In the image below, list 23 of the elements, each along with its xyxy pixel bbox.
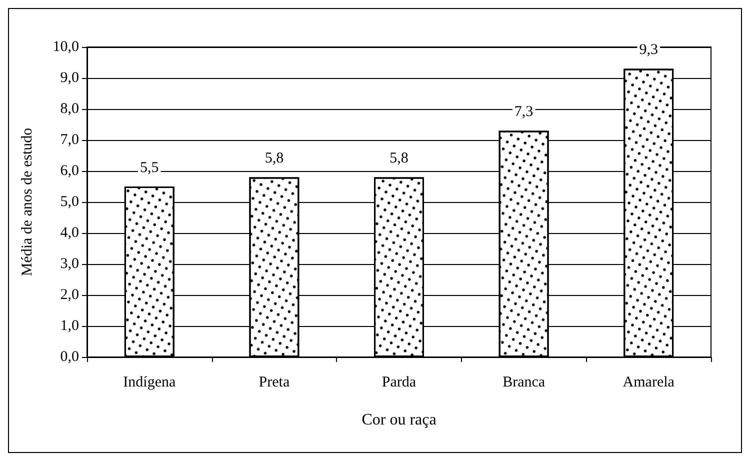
y-tick-label: 7,0 (60, 132, 79, 148)
x-tick-label: Amarela (622, 374, 675, 390)
y-tick-label: 4,0 (60, 225, 79, 241)
y-tick-label: 0,0 (60, 349, 79, 365)
x-tick-label: Branca (502, 374, 546, 390)
x-tick-label: Indígena (123, 374, 176, 390)
x-tick-label: Preta (258, 374, 290, 390)
data-label: 5,8 (390, 150, 408, 167)
y-tick-label: 2,0 (60, 287, 79, 303)
y-tick-label: 1,0 (60, 318, 79, 334)
x-axis-title: Cor ou raça (362, 412, 436, 428)
data-label: 9,3 (639, 42, 658, 58)
y-tick-label: 10,0 (52, 39, 79, 55)
data-label: 5,5 (140, 160, 159, 176)
data-label: 7,3 (514, 104, 534, 120)
y-tick-label: 5,0 (60, 194, 79, 210)
y-tick-label: 3,0 (60, 256, 79, 272)
y-axis-title: Média de anos de estudo (20, 128, 36, 276)
data-label: 5,8 (264, 150, 284, 167)
x-tick-label: Parda (382, 374, 416, 390)
y-tick-label: 6,0 (60, 163, 79, 179)
y-tick-label: 9,0 (60, 70, 79, 86)
y-tick-label: 8,0 (60, 101, 79, 117)
